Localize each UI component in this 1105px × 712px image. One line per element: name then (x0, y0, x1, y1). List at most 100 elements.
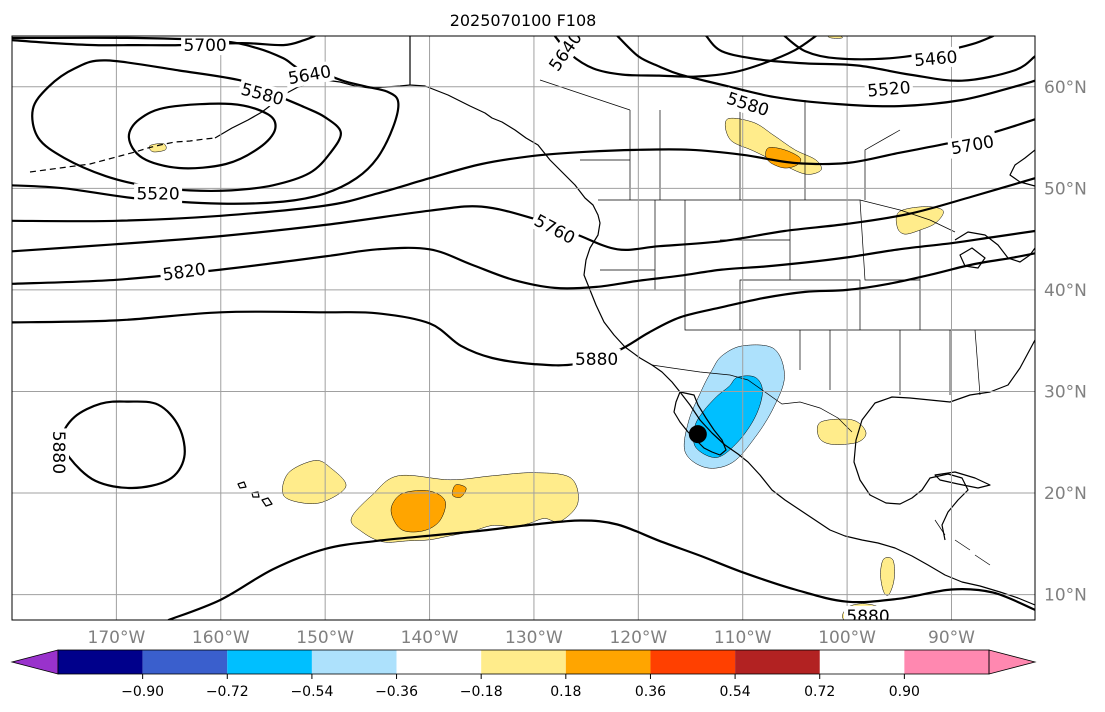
height-contour-line (12, 36, 400, 205)
height-contour-line (705, 36, 1035, 82)
anomaly-fill-region (452, 484, 467, 498)
contour-label-bg (159, 258, 210, 285)
contour-label-text: 5880 (846, 607, 889, 627)
contour-label: 5460 (911, 46, 961, 71)
baja-california-coast (673, 391, 727, 456)
north-america-coastline (409, 36, 1035, 606)
colorbar-tick-label: 0.54 (720, 684, 751, 700)
anomaly-fill-region (148, 143, 167, 153)
contour-label: 5520 (134, 183, 183, 204)
lat-tick-label: 60°N (1044, 78, 1087, 98)
contour-label-text: 5520 (136, 184, 179, 204)
contour-label-bg (947, 130, 998, 159)
lat-tick-label: 20°N (1044, 484, 1087, 504)
lon-tick-label: 150°W (296, 628, 354, 648)
colorbar: −0.90 −0.72 −0.54 −0.36 −0.18 0.18 0.36 0.54 0.7… (10, 649, 1037, 700)
contour-label: 5520 (864, 76, 914, 102)
contour-label-bg (181, 36, 230, 56)
colorbar-tick-label: 0.90 (889, 684, 920, 700)
us-mexico-border (651, 364, 853, 433)
contour-label-bg (864, 76, 914, 101)
contour-label-bg (134, 183, 183, 204)
contour-label-bg (543, 36, 588, 77)
latitude-tick-labels: 60°N 50°N 40°N 30°N 20°N 10°N (1044, 78, 1087, 606)
us-canada-border (598, 199, 956, 233)
colorbar-segment (650, 650, 736, 674)
colorbar-segment (904, 650, 989, 674)
lat-tick-label: 30°N (1044, 382, 1087, 402)
colorbar-segment (396, 650, 482, 674)
height-contour-line (60, 400, 186, 490)
contour-label-bg (49, 428, 69, 477)
political-border-layer (409, 36, 1035, 566)
colorbar-extend-max (988, 649, 1037, 675)
colorbar-segment (142, 650, 228, 674)
contour-label-bg (572, 349, 621, 369)
height-contour-line (12, 229, 1035, 290)
contour-label-bg (844, 605, 892, 620)
contour-label-text: 5880 (48, 431, 68, 474)
colorbar-segment (311, 650, 397, 674)
longitude-tick-labels: 170°W 160°W 150°W 140°W 130°W 120°W 110°W 100°W… (88, 628, 976, 648)
colorbar-tick-label: 0.36 (635, 684, 666, 700)
height-contour-line (12, 36, 316, 47)
colorbar-extend-min (10, 649, 59, 675)
contour-label-bg (528, 208, 581, 250)
contour-label: 5880 (48, 428, 69, 477)
contour-label: 5880 (572, 349, 621, 370)
colorbar-segment (227, 650, 312, 674)
contour-label-bg (284, 60, 335, 89)
hawaii-islands (237, 481, 273, 507)
lat-tick-label: 50°N (1044, 179, 1087, 199)
contour-label-bg (911, 46, 961, 71)
contour-label-text: 5700 (183, 36, 226, 56)
lon-tick-label: 110°W (714, 628, 772, 648)
colorbar-segment (565, 650, 651, 674)
colorbar-segment (735, 650, 820, 674)
lon-tick-label: 160°W (192, 628, 250, 648)
marker-layer (688, 425, 707, 444)
ocean-background (12, 36, 1035, 620)
colorbar-tick-label: −0.54 (290, 684, 333, 700)
height-contour-line (616, 36, 1035, 108)
colorbar-tick-label: −0.90 (121, 684, 164, 700)
anomaly-fill-region (816, 418, 867, 445)
height-contour-line (127, 102, 277, 170)
contour-label: 5880 (844, 605, 892, 627)
colorbar-tick-label: −0.72 (206, 684, 249, 700)
canada-province-borders (539, 79, 901, 200)
contour-label: 5700 (947, 130, 998, 159)
colorbar-tick-label: 0.18 (550, 684, 581, 700)
contour-label-text: 5880 (575, 350, 618, 370)
colorbar-tick-label: 0.72 (804, 684, 835, 700)
lon-tick-label: 100°W (818, 628, 876, 648)
contour-label-text: 5520 (867, 78, 912, 102)
aleutian-islands (29, 137, 216, 173)
colorbar-frame (57, 649, 990, 675)
lat-tick-label: 40°N (1044, 281, 1087, 301)
contour-label-bg (721, 87, 774, 121)
contour-label-bg (236, 78, 289, 110)
colorbar-segment (481, 650, 566, 674)
lon-tick-label: 90°W (928, 628, 975, 648)
height-contour-line (167, 519, 1035, 620)
colorbar-tick-label: −0.18 (460, 684, 503, 700)
central-america-borders (934, 519, 991, 566)
cuba-coast (934, 471, 991, 489)
location-marker (688, 425, 707, 444)
figure-title: 2025070100 F108 (450, 11, 597, 30)
colorbar-segment (58, 650, 143, 674)
map-frame (11, 35, 1036, 621)
lat-tick-label: 10°N (1044, 586, 1087, 606)
graticule-layer (12, 36, 1035, 620)
lon-tick-label: 140°W (401, 628, 459, 648)
lon-tick-label: 120°W (609, 628, 667, 648)
contour-label: 5700 (181, 36, 230, 56)
lon-tick-label: 170°W (88, 628, 146, 648)
height-contour-line (783, 36, 995, 61)
lon-tick-label: 130°W (505, 628, 563, 648)
height-contour-line (12, 118, 1035, 223)
colorbar-tick-label: −0.36 (375, 684, 418, 700)
